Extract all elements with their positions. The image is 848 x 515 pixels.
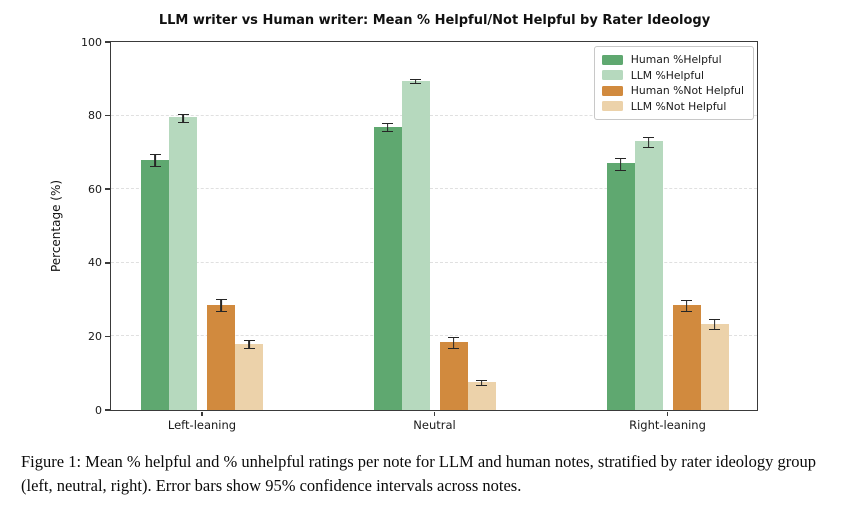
figure-caption: Figure 1: Mean % helpful and % unhelpful… [21, 452, 817, 495]
legend-swatch [601, 70, 623, 81]
error-bar-stem [713, 319, 716, 330]
legend-swatch [601, 101, 623, 112]
x-tick-label: Neutral [413, 418, 456, 432]
bar-llm-not-helpful [235, 343, 263, 410]
y-tick-mark [105, 188, 110, 190]
legend-swatch [601, 85, 623, 96]
legend: Human %Helpful LLM %Helpful Human %Not Hel… [593, 46, 754, 120]
gridline [111, 261, 757, 263]
y-tick-label: 60 [88, 182, 102, 196]
y-tick-mark [105, 114, 110, 117]
legend-label: Human %Helpful [630, 53, 722, 67]
error-bar-stem [386, 123, 389, 132]
error-bar [615, 157, 626, 171]
error-bar [643, 136, 654, 148]
bar-human-helpful [141, 159, 169, 410]
bar-human-helpful [373, 126, 402, 410]
gridline [111, 335, 757, 337]
error-bar [215, 299, 227, 313]
error-bar [681, 300, 692, 312]
x-tick-mark [201, 411, 203, 416]
error-bar-stem [647, 137, 650, 147]
legend-label: Human %Not Helpful [630, 84, 744, 98]
error-bar [410, 78, 421, 85]
error-bar-stem [248, 340, 250, 349]
y-tick-label: 40 [88, 256, 102, 270]
chart-title: LLM writer vs Human writer: Mean % Helpf… [158, 13, 711, 28]
error-bar-stem [685, 301, 688, 311]
error-bar [382, 122, 393, 133]
error-bar-stem [452, 337, 455, 348]
y-tick-label: 0 [95, 403, 102, 417]
error-bar [243, 339, 255, 350]
legend-item: Human %Helpful [601, 52, 744, 68]
error-bar-stem [182, 114, 184, 122]
error-bar-stem [480, 381, 483, 386]
bar-human-not-helpful [207, 305, 235, 410]
legend-label: LLM %Not Helpful [630, 99, 727, 113]
y-tick-mark [105, 41, 110, 43]
bar-llm-not-helpful [467, 382, 496, 410]
legend-item: LLM %Helpful [601, 68, 744, 84]
x-tick-label: Right-leaning [629, 418, 706, 432]
y-tick-label: 80 [88, 109, 102, 123]
error-bar [177, 113, 189, 123]
error-bar [709, 318, 720, 331]
y-tick-mark [105, 409, 110, 411]
bar-human-not-helpful [439, 341, 468, 410]
bar-human-helpful [606, 163, 635, 410]
x-tick-mark [433, 411, 436, 416]
error-bar [149, 154, 161, 168]
gridline [111, 114, 757, 116]
legend-item: LLM %Not Helpful [601, 99, 744, 115]
bar-llm-helpful [169, 117, 197, 410]
error-bar-stem [220, 300, 222, 312]
legend-label: LLM %Helpful [630, 68, 705, 82]
bar-human-not-helpful [672, 305, 701, 410]
bar-llm-helpful [401, 80, 430, 410]
bar-llm-not-helpful [700, 323, 729, 410]
x-tick-label: Left-leaning [167, 418, 237, 432]
x-tick-mark [666, 411, 669, 416]
error-bar [476, 380, 487, 387]
gridline [111, 188, 757, 190]
error-bar-stem [619, 158, 622, 170]
legend-item: Human %Not Helpful [601, 83, 744, 99]
y-axis-label: Percentage (%) [49, 179, 63, 273]
error-bar-stem [154, 155, 156, 167]
y-tick-label: 20 [88, 329, 102, 343]
error-bar-stem [414, 79, 417, 84]
y-tick-mark [105, 262, 110, 264]
plot-area: Human %Helpful LLM %Helpful Human %Not Hel… [81, 36, 758, 432]
y-tick-mark [105, 335, 110, 338]
legend-swatch [601, 54, 623, 65]
y-tick-label: 100 [81, 35, 102, 49]
error-bar [448, 336, 459, 349]
bar-llm-helpful [634, 141, 663, 410]
